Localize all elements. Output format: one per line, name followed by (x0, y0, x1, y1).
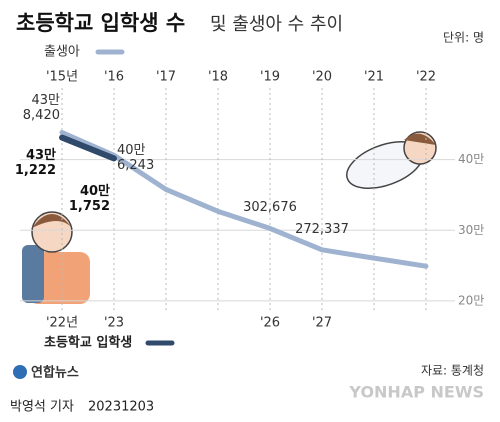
y-tick-label: 30만 (458, 223, 484, 237)
x-tick-label-bottom: '27 (312, 316, 332, 331)
chart-title: 초등학교 입학생 수 (16, 11, 185, 35)
agency-logo (13, 365, 27, 379)
value-label: 40만 6,243 (117, 143, 155, 174)
value-label: 302,676 (243, 200, 297, 216)
x-tick-label-top: '17 (156, 70, 176, 85)
x-tick-label-top: '19 (260, 70, 280, 85)
x-tick-label-bottom: '23 (104, 316, 124, 331)
legend-label: 초등학교 입학생 (44, 335, 132, 351)
chart-title-rest: 및 출생아 수 추이 (210, 14, 343, 35)
x-tick-label-top: '22 (416, 70, 436, 85)
date: 20231203 (88, 400, 154, 415)
value-label: 40만 1,752 (68, 184, 110, 215)
y-tick-label: 20만 (458, 293, 484, 307)
watermark: YONHAP NEWS (348, 383, 484, 402)
series-line (59, 130, 429, 269)
x-tick-label-top: '15년 (46, 70, 78, 85)
x-tick-label-top: '16 (104, 70, 124, 85)
x-tick-label-top: '21 (364, 70, 384, 85)
reporter: 박영석 기자 (10, 400, 74, 415)
child-illustration (22, 211, 90, 304)
x-tick-label-bottom: '26 (260, 316, 280, 331)
series-line (59, 134, 117, 162)
value-label: 272,337 (295, 221, 349, 237)
value-label: 43만 8,420 (22, 92, 60, 123)
baby-illustration (346, 131, 437, 189)
y-tick-label: 40만 (458, 152, 484, 166)
legend-label: 출생아 (44, 45, 80, 60)
value-label: 43만 1,222 (14, 147, 56, 178)
agency: 연합뉴스 (31, 365, 79, 381)
unit-label: 단위: 명 (443, 31, 484, 45)
source: 자료: 통계청 (421, 364, 484, 378)
x-tick-label-bottom: '22년 (46, 316, 78, 331)
x-tick-label-top: '20 (312, 70, 332, 85)
x-tick-label-top: '18 (208, 70, 228, 85)
